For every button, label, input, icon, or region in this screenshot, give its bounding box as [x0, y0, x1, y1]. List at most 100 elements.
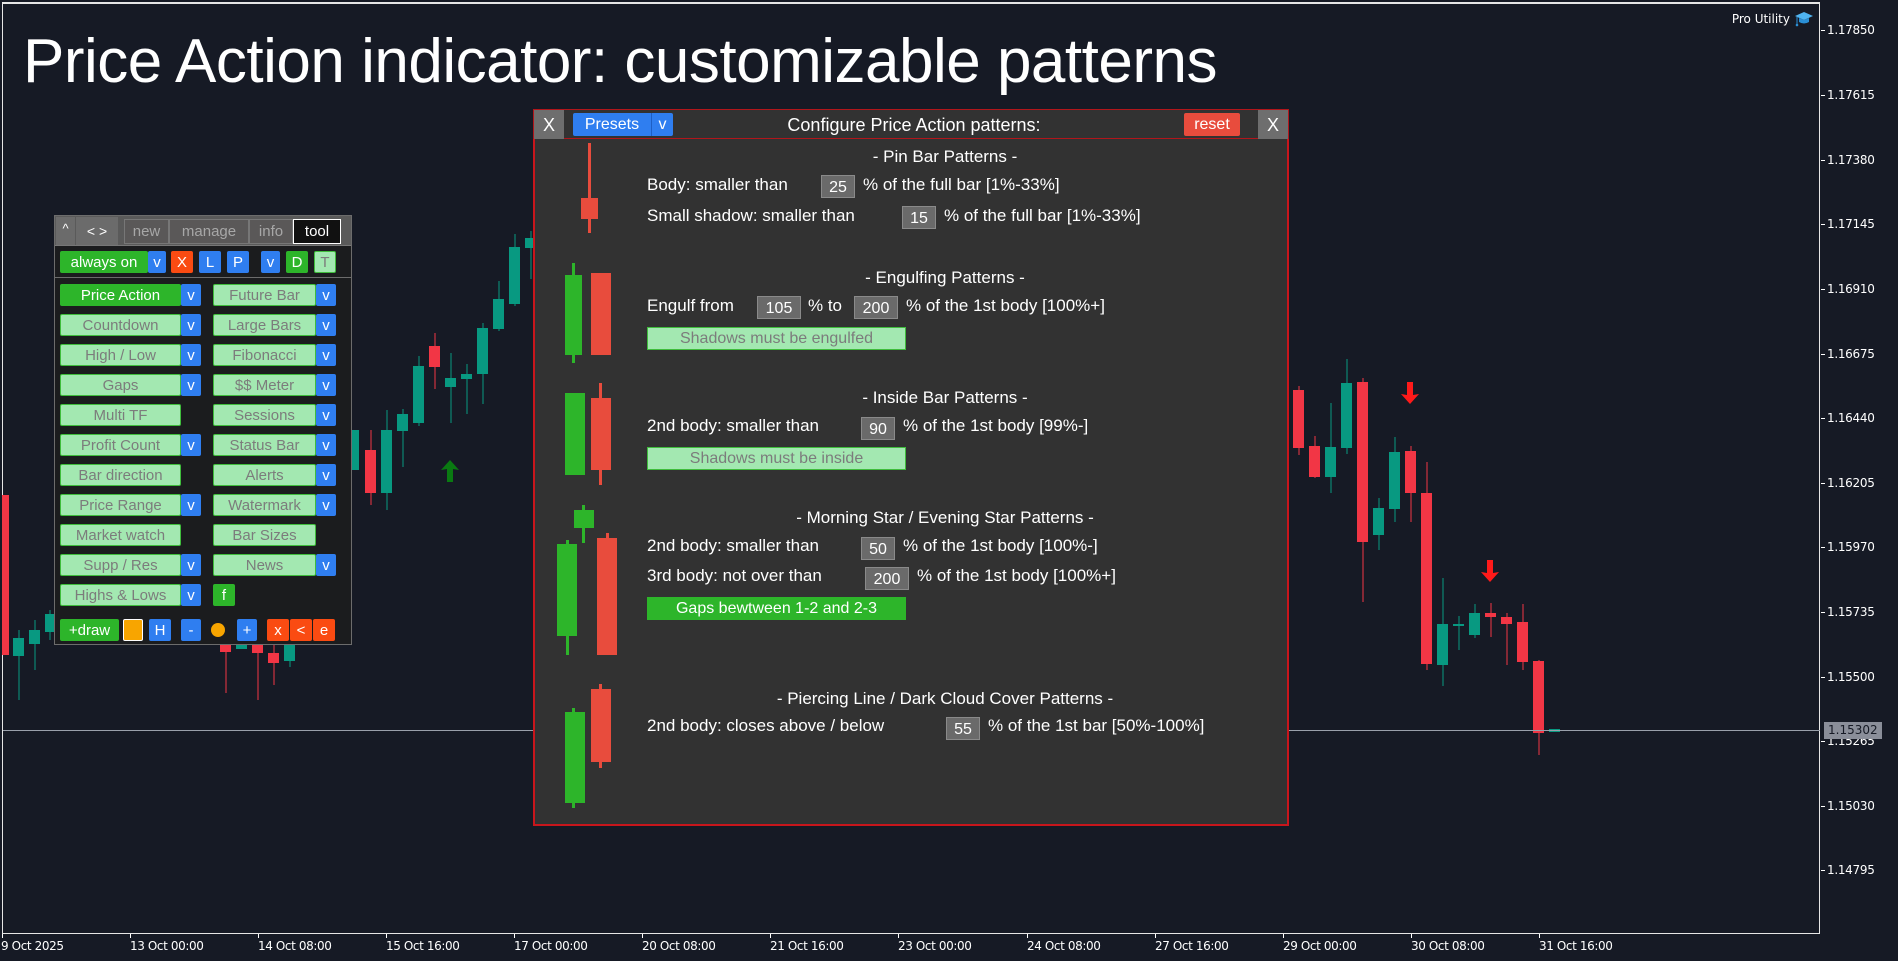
shadows-inside-toggle[interactable]: Shadows must be inside — [647, 447, 906, 470]
tool-fibonacci-menu[interactable]: v — [316, 344, 336, 366]
p-button[interactable]: P — [227, 251, 249, 273]
tool-future-bar-menu[interactable]: v — [316, 284, 336, 306]
engulfing-pattern-icon — [565, 263, 611, 363]
x-button[interactable]: X — [171, 251, 193, 273]
inside-body-input[interactable]: 90 — [861, 417, 895, 440]
tab-manage[interactable]: manage — [169, 219, 249, 244]
d-button[interactable]: D — [286, 251, 308, 273]
t-button[interactable]: T — [314, 251, 336, 273]
tool-news[interactable]: News — [213, 554, 316, 576]
candle — [445, 353, 456, 423]
add-drawing-button[interactable]: +draw — [60, 619, 119, 641]
price-label: 1.15030 — [1827, 799, 1875, 813]
options-dropdown-button[interactable]: v — [261, 251, 280, 273]
tool-alerts[interactable]: Alerts — [213, 464, 316, 486]
tool-high-low-menu[interactable]: v — [181, 344, 201, 366]
close-right-button[interactable]: X — [1258, 110, 1288, 140]
engulf-from-input[interactable]: 105 — [757, 296, 801, 319]
chart-area[interactable] — [2, 2, 1820, 934]
gaps-toggle[interactable]: Gaps bewtween 1-2 and 2-3 — [647, 597, 906, 620]
pin-body-input[interactable]: 25 — [821, 175, 855, 198]
reset-button[interactable]: reset — [1184, 113, 1240, 136]
tab-tool[interactable]: tool — [293, 219, 341, 244]
mode-button[interactable]: always on — [60, 251, 148, 273]
tool-market-watch[interactable]: Market watch — [60, 524, 181, 546]
tool-large-bars-menu[interactable]: v — [316, 314, 336, 336]
delete-drawing-button[interactable]: x — [267, 619, 289, 641]
candle — [1293, 386, 1304, 455]
time-label: 14 Oct 08:00 — [258, 939, 332, 953]
edit-button[interactable]: e — [313, 619, 335, 641]
tool-fibonacci[interactable]: Fibonacci — [213, 344, 316, 366]
candle — [13, 630, 24, 700]
tool-money-meter-menu[interactable]: v — [316, 374, 336, 396]
tool-price-action[interactable]: Price Action — [60, 284, 181, 306]
collapse-button[interactable]: ^ — [56, 217, 75, 245]
tool-price-range-menu[interactable]: v — [181, 494, 201, 516]
move-panel-button[interactable]: < > — [76, 217, 118, 245]
buy-signal-arrow-icon — [441, 460, 459, 482]
tool-supp-res-menu[interactable]: v — [181, 554, 201, 576]
star-second-input[interactable]: 50 — [861, 537, 895, 560]
tool-multi-tf[interactable]: Multi TF — [60, 404, 181, 426]
tool-alerts-menu[interactable]: v — [316, 464, 336, 486]
price-label: 1.17380 — [1827, 153, 1875, 167]
increase-button[interactable]: + — [237, 619, 257, 641]
star-section-title: - Morning Star / Evening Star Patterns - — [796, 508, 1094, 527]
time-axis[interactable]: 9 Oct 2025 13 Oct 00:00 14 Oct 08:00 15 … — [0, 934, 1820, 961]
tool-gaps-menu[interactable]: v — [181, 374, 201, 396]
tool-sessions[interactable]: Sessions — [213, 404, 316, 426]
tool-supp-res[interactable]: Supp / Res — [60, 554, 181, 576]
tool-highs-lows[interactable]: Highs & Lows — [60, 584, 181, 606]
tool-bar-sizes[interactable]: Bar Sizes — [213, 524, 316, 546]
tool-status-bar[interactable]: Status Bar — [213, 434, 316, 456]
candle — [1485, 603, 1496, 637]
pin-shadow-input[interactable]: 15 — [902, 206, 936, 229]
graduation-cap-icon — [1795, 12, 1813, 27]
tab-new[interactable]: new — [124, 219, 169, 244]
tool-price-action-menu[interactable]: v — [181, 284, 201, 306]
time-label: 17 Oct 00:00 — [514, 939, 588, 953]
tool-highs-lows-menu[interactable]: v — [181, 584, 201, 606]
piercing-input[interactable]: 55 — [946, 717, 980, 740]
tool-countdown[interactable]: Countdown — [60, 314, 181, 336]
tool-future-bar[interactable]: Future Bar — [213, 284, 316, 306]
tool-price-range[interactable]: Price Range — [60, 494, 181, 516]
candle — [352, 415, 359, 495]
tool-profit-count[interactable]: Profit Count — [60, 434, 181, 456]
tab-info[interactable]: info — [249, 219, 293, 244]
watermark-label: Pro Utility — [1731, 12, 1790, 26]
time-label: 30 Oct 08:00 — [1411, 939, 1485, 953]
tool-profit-count-menu[interactable]: v — [181, 434, 201, 456]
shadows-engulfed-toggle[interactable]: Shadows must be engulfed — [647, 327, 906, 350]
tool-bar-direction[interactable]: Bar direction — [60, 464, 181, 486]
tool-news-menu[interactable]: v — [316, 554, 336, 576]
tool-large-bars[interactable]: Large Bars — [213, 314, 316, 336]
l-button[interactable]: L — [199, 251, 221, 273]
tool-watermark-menu[interactable]: v — [316, 494, 336, 516]
f-button[interactable]: f — [213, 584, 235, 606]
inside-body-label: 2nd body: smaller than — [647, 416, 819, 435]
candle — [1357, 378, 1368, 602]
tool-status-bar-menu[interactable]: v — [316, 434, 336, 456]
undo-button[interactable]: < — [290, 619, 312, 641]
tool-gaps[interactable]: Gaps — [60, 374, 181, 396]
tool-high-low[interactable]: High / Low — [60, 344, 181, 366]
close-left-button[interactable]: X — [534, 110, 564, 140]
price-axis[interactable]: 1.17850 1.17615 1.17380 1.17145 1.16910 … — [1821, 0, 1898, 961]
page-title: Price Action indicator: customizable pat… — [23, 27, 1217, 96]
tool-sessions-menu[interactable]: v — [316, 404, 336, 426]
tool-money-meter[interactable]: $$ Meter — [213, 374, 316, 396]
decrease-button[interactable]: - — [181, 619, 201, 641]
engulf-to-input[interactable]: 200 — [854, 296, 898, 319]
time-label: 20 Oct 08:00 — [642, 939, 716, 953]
mode-dropdown-button[interactable]: v — [148, 251, 166, 273]
pin-shadow-label: Small shadow: smaller than — [647, 206, 855, 225]
color-picker-button[interactable] — [123, 619, 143, 641]
presets-dropdown[interactable]: Presets v — [573, 113, 673, 136]
star-third-input[interactable]: 200 — [865, 567, 909, 590]
dialog-header[interactable]: X Presets v Configure Price Action patte… — [533, 109, 1289, 140]
h-button[interactable]: H — [149, 619, 171, 641]
tool-watermark[interactable]: Watermark — [213, 494, 316, 516]
tool-countdown-menu[interactable]: v — [181, 314, 201, 336]
